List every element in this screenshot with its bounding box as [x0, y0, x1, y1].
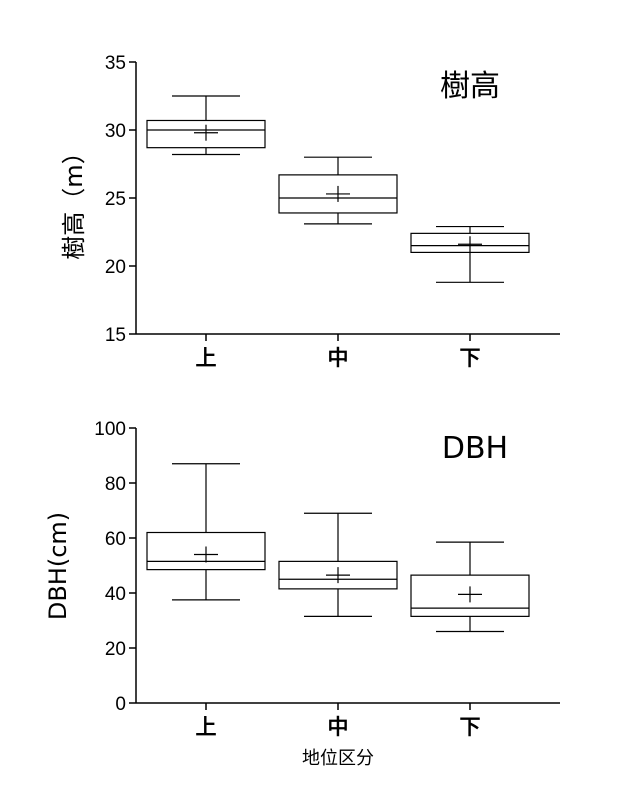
dbh-y-tick-label: 80	[105, 474, 126, 495]
dbh-x-tick-label: 下	[460, 715, 481, 739]
height-y-tick-label: 25	[105, 189, 126, 210]
height-axes: 15 20 25 30 35 上 中 下	[105, 53, 560, 370]
dbh-panel-title: DBH	[442, 431, 508, 466]
height-y-tick-label: 20	[105, 257, 126, 278]
dbh-chart: DBH(cm) DBH 地位区分 0 20 40 60 80 100 上 中 下	[44, 419, 560, 769]
height-y-axis-label: 樹高（m）	[60, 140, 88, 259]
height-box-2	[278, 156, 398, 225]
height-y-tick-label: 15	[105, 325, 126, 346]
height-panel-title: 樹高	[440, 69, 500, 104]
dbh-box-3	[410, 541, 530, 633]
dbh-y-axis-label: DBH(cm)	[44, 512, 72, 620]
dbh-axes: 0 20 40 60 80 100 上 中 下	[94, 419, 560, 739]
dbh-y-tick-label: 0	[115, 694, 126, 715]
dbh-box-plots	[146, 463, 530, 633]
height-y-tick-label: 30	[105, 121, 126, 142]
dbh-box-1	[146, 463, 266, 601]
dbh-y-tick-label: 100	[94, 419, 126, 440]
height-box-plots	[146, 95, 530, 283]
dbh-x-tick-label: 中	[328, 715, 349, 739]
height-x-tick-label: 上	[196, 346, 217, 370]
height-x-tick-label: 下	[460, 346, 481, 370]
height-y-tick-label: 35	[105, 53, 126, 74]
dbh-x-axis-label: 地位区分	[302, 748, 374, 769]
dbh-x-tick-label: 上	[196, 715, 217, 739]
height-x-tick-label: 中	[328, 346, 349, 370]
height-chart: 樹高（m） 樹高 15 20 25 30 35 上 中 下	[60, 53, 560, 370]
height-box-3	[410, 225, 530, 283]
dbh-box-2	[278, 512, 398, 617]
height-box-1	[146, 95, 266, 156]
dbh-y-tick-label: 60	[105, 529, 126, 550]
dbh-y-tick-label: 20	[105, 639, 126, 660]
dbh-y-tick-label: 40	[105, 584, 126, 605]
